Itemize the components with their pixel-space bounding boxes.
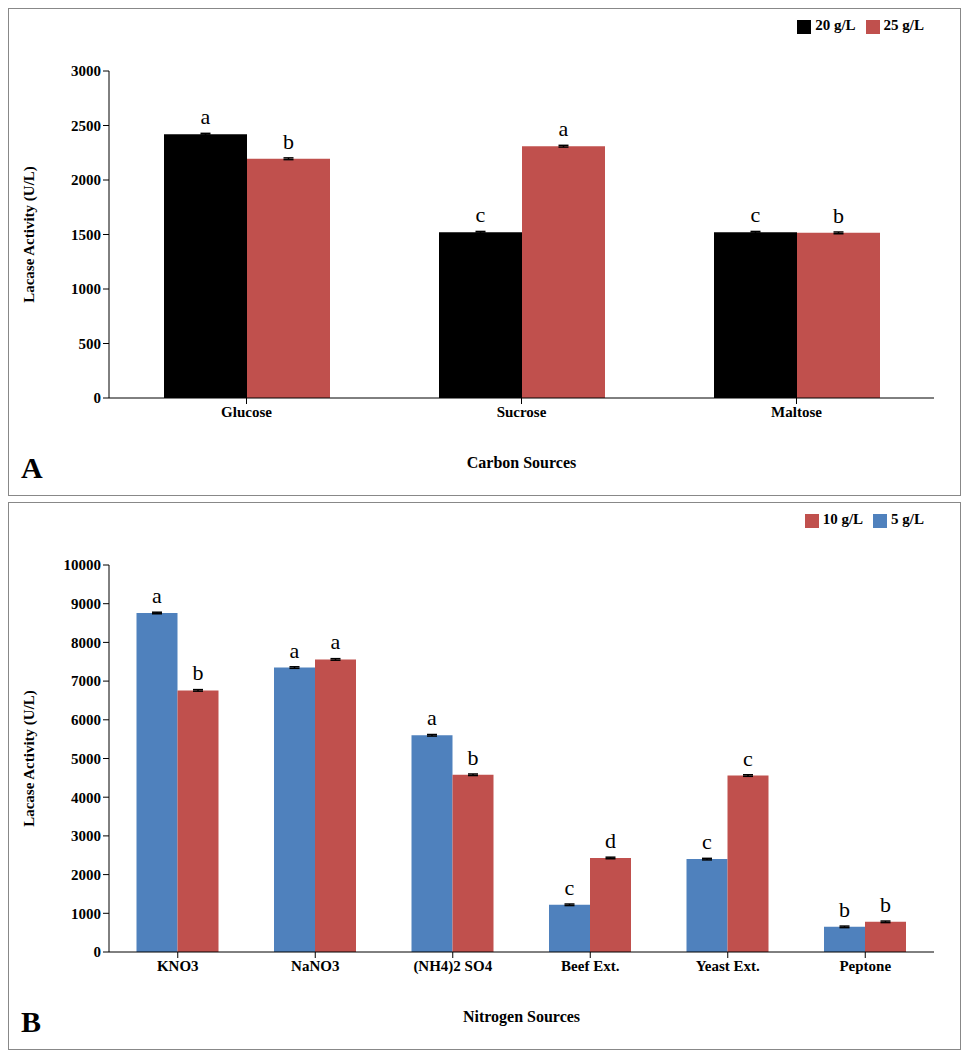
svg-text:a: a [559, 116, 569, 141]
svg-text:5000: 5000 [71, 751, 101, 767]
svg-text:2000: 2000 [71, 867, 101, 883]
svg-text:7000: 7000 [71, 673, 101, 689]
svg-text:1000: 1000 [71, 906, 101, 922]
svg-text:a: a [427, 705, 437, 730]
svg-text:0: 0 [94, 944, 102, 960]
svg-text:KNO3: KNO3 [157, 958, 199, 974]
svg-text:b: b [839, 897, 850, 922]
svg-text:a: a [331, 629, 341, 654]
svg-text:1000: 1000 [71, 281, 101, 297]
svg-text:b: b [283, 129, 294, 154]
svg-text:a: a [290, 638, 300, 663]
svg-text:Glucose: Glucose [221, 404, 272, 420]
svg-text:2500: 2500 [71, 118, 101, 134]
svg-text:10000: 10000 [64, 557, 102, 573]
svg-text:Nitrogen Sources: Nitrogen Sources [463, 1008, 580, 1026]
svg-text:Sucrose: Sucrose [497, 404, 547, 420]
svg-text:a: a [201, 104, 211, 129]
svg-text:c: c [751, 202, 761, 227]
svg-text:Carbon Sources: Carbon Sources [467, 454, 577, 471]
svg-text:b: b [833, 203, 844, 228]
svg-text:Yeast Ext.: Yeast Ext. [696, 958, 760, 974]
html-text:20 g/L: 20 g/L [815, 17, 856, 33]
svg-text:500: 500 [79, 336, 102, 352]
svg-text:3000: 3000 [71, 828, 101, 844]
svg-text:d: d [605, 828, 616, 853]
svg-text:1500: 1500 [71, 227, 101, 243]
svg-text:c: c [565, 875, 575, 900]
svg-text:c: c [702, 829, 712, 854]
svg-text:b: b [468, 745, 479, 770]
svg-text:4000: 4000 [71, 790, 101, 806]
svg-text:3000: 3000 [71, 63, 101, 79]
svg-text:c: c [476, 202, 486, 227]
svg-text:Peptone: Peptone [839, 958, 891, 974]
html-text:B: B [21, 1005, 41, 1038]
svg-text:b: b [193, 660, 204, 685]
svg-text:Lacase Activity (U/L): Lacase Activity (U/L) [21, 690, 38, 827]
html-text:10 g/L: 10 g/L [822, 511, 864, 527]
svg-text:2000: 2000 [71, 172, 101, 188]
html-text:25 g/L: 25 g/L [883, 17, 924, 33]
svg-text:Beef Ext.: Beef Ext. [561, 958, 620, 974]
html-text:A: A [21, 451, 43, 484]
svg-text:6000: 6000 [71, 712, 101, 728]
svg-text:Maltose: Maltose [771, 404, 822, 420]
svg-text:a: a [152, 583, 162, 608]
svg-text:Lacase Activity (U/L): Lacase Activity (U/L) [21, 166, 38, 303]
svg-text:b: b [880, 892, 891, 917]
svg-text:(NH4)2 SO4: (NH4)2 SO4 [413, 958, 492, 975]
svg-text:9000: 9000 [71, 596, 101, 612]
svg-text:8000: 8000 [71, 635, 101, 651]
svg-text:NaNO3: NaNO3 [291, 958, 339, 974]
svg-text:0: 0 [94, 390, 102, 406]
html-text:5 g/L: 5 g/L [891, 511, 924, 527]
svg-text:c: c [743, 746, 753, 771]
